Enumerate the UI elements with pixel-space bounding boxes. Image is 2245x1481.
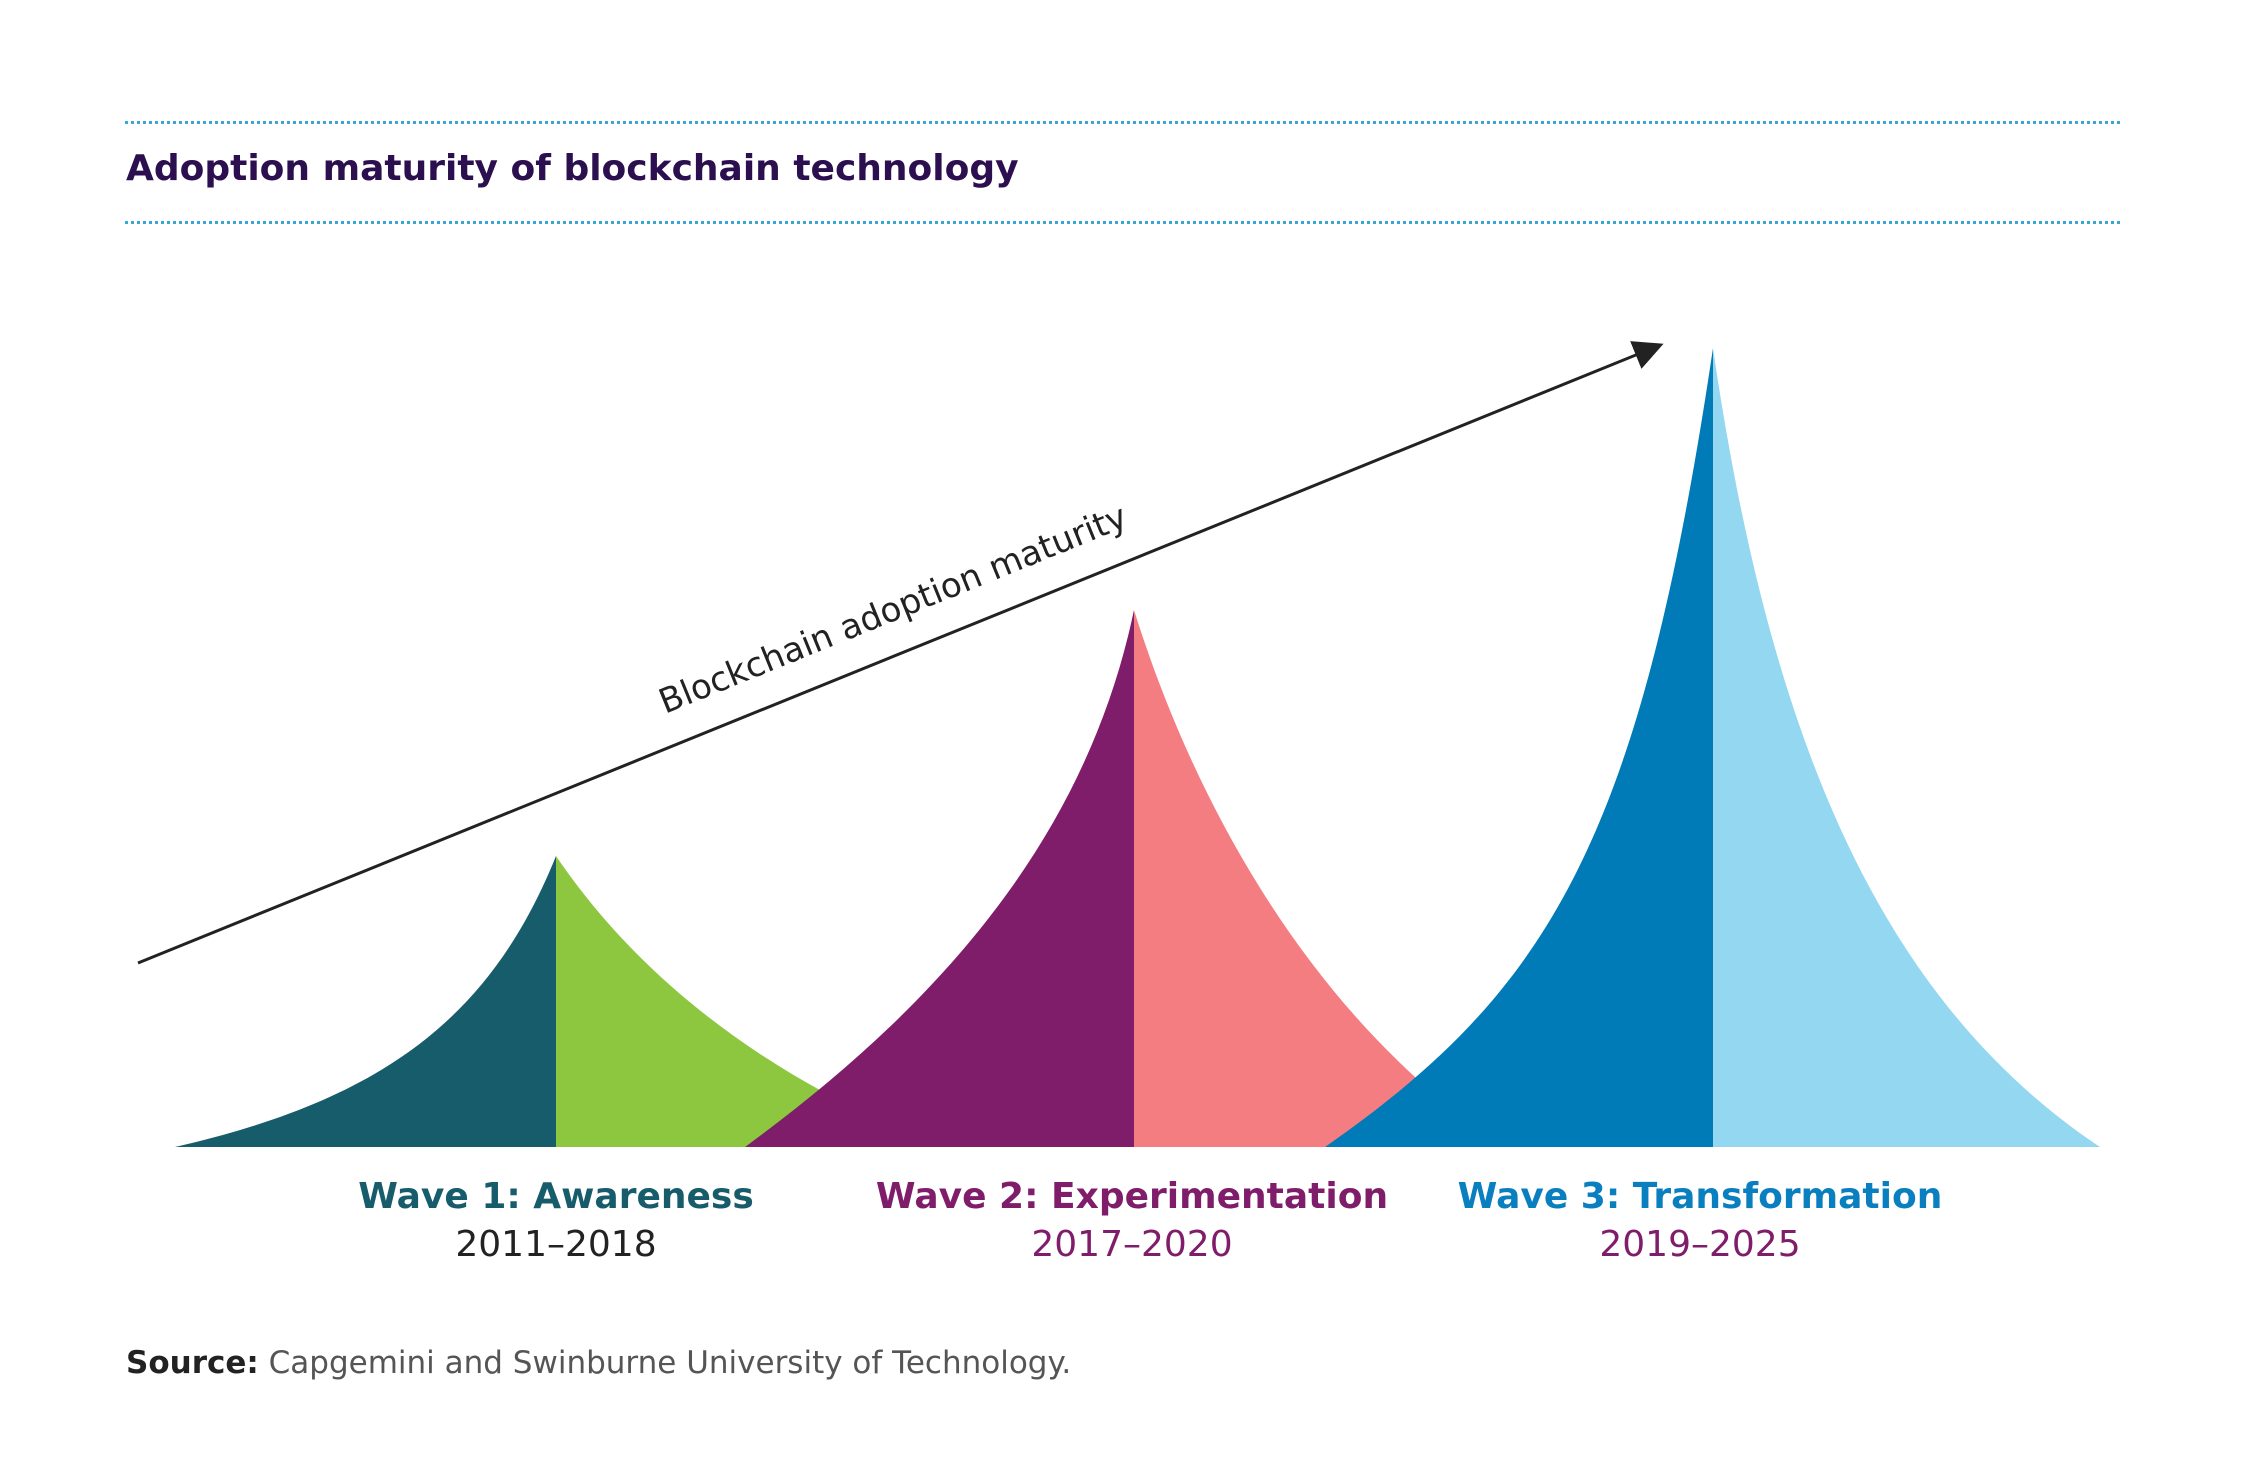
adoption-trend-arrow (137, 341, 1664, 965)
top-dotted-rule (125, 121, 2120, 124)
wave1-left-area (175, 856, 556, 1147)
wave2-name: Wave 2: Experimentation (875, 1176, 1389, 1217)
source-text: Capgemini and Swinburne University of Te… (258, 1345, 1072, 1381)
source-note: Source: Capgemini and Swinburne Universi… (126, 1345, 1071, 1381)
wave1-label: Wave 1: Awareness 2011–2018 (246, 1175, 866, 1267)
figure-title: Adoption maturity of blockchain technolo… (126, 148, 1019, 189)
arrow-label: Blockchain adoption maturity (653, 497, 1133, 723)
wave2-label: Wave 2: Experimentation 2017–2020 (822, 1175, 1442, 1267)
wave1-right-area (556, 856, 942, 1147)
source-label: Source: (126, 1345, 259, 1381)
wave1-name: Wave 1: Awareness (358, 1176, 754, 1217)
wave3-left-area (1325, 348, 1713, 1147)
wave3-right-area (1713, 348, 2100, 1147)
wave1-years: 2011–2018 (455, 1224, 657, 1265)
wave2-left-area (745, 610, 1134, 1147)
bottom-dotted-rule (125, 221, 2120, 224)
wave3-label: Wave 3: Transformation 2019–2025 (1390, 1175, 2010, 1267)
wave2-right-area (1134, 610, 1432, 1147)
wave3-years: 2019–2025 (1599, 1224, 1801, 1265)
wave2-years: 2017–2020 (1031, 1224, 1233, 1265)
wave3-name: Wave 3: Transformation (1457, 1176, 1943, 1217)
